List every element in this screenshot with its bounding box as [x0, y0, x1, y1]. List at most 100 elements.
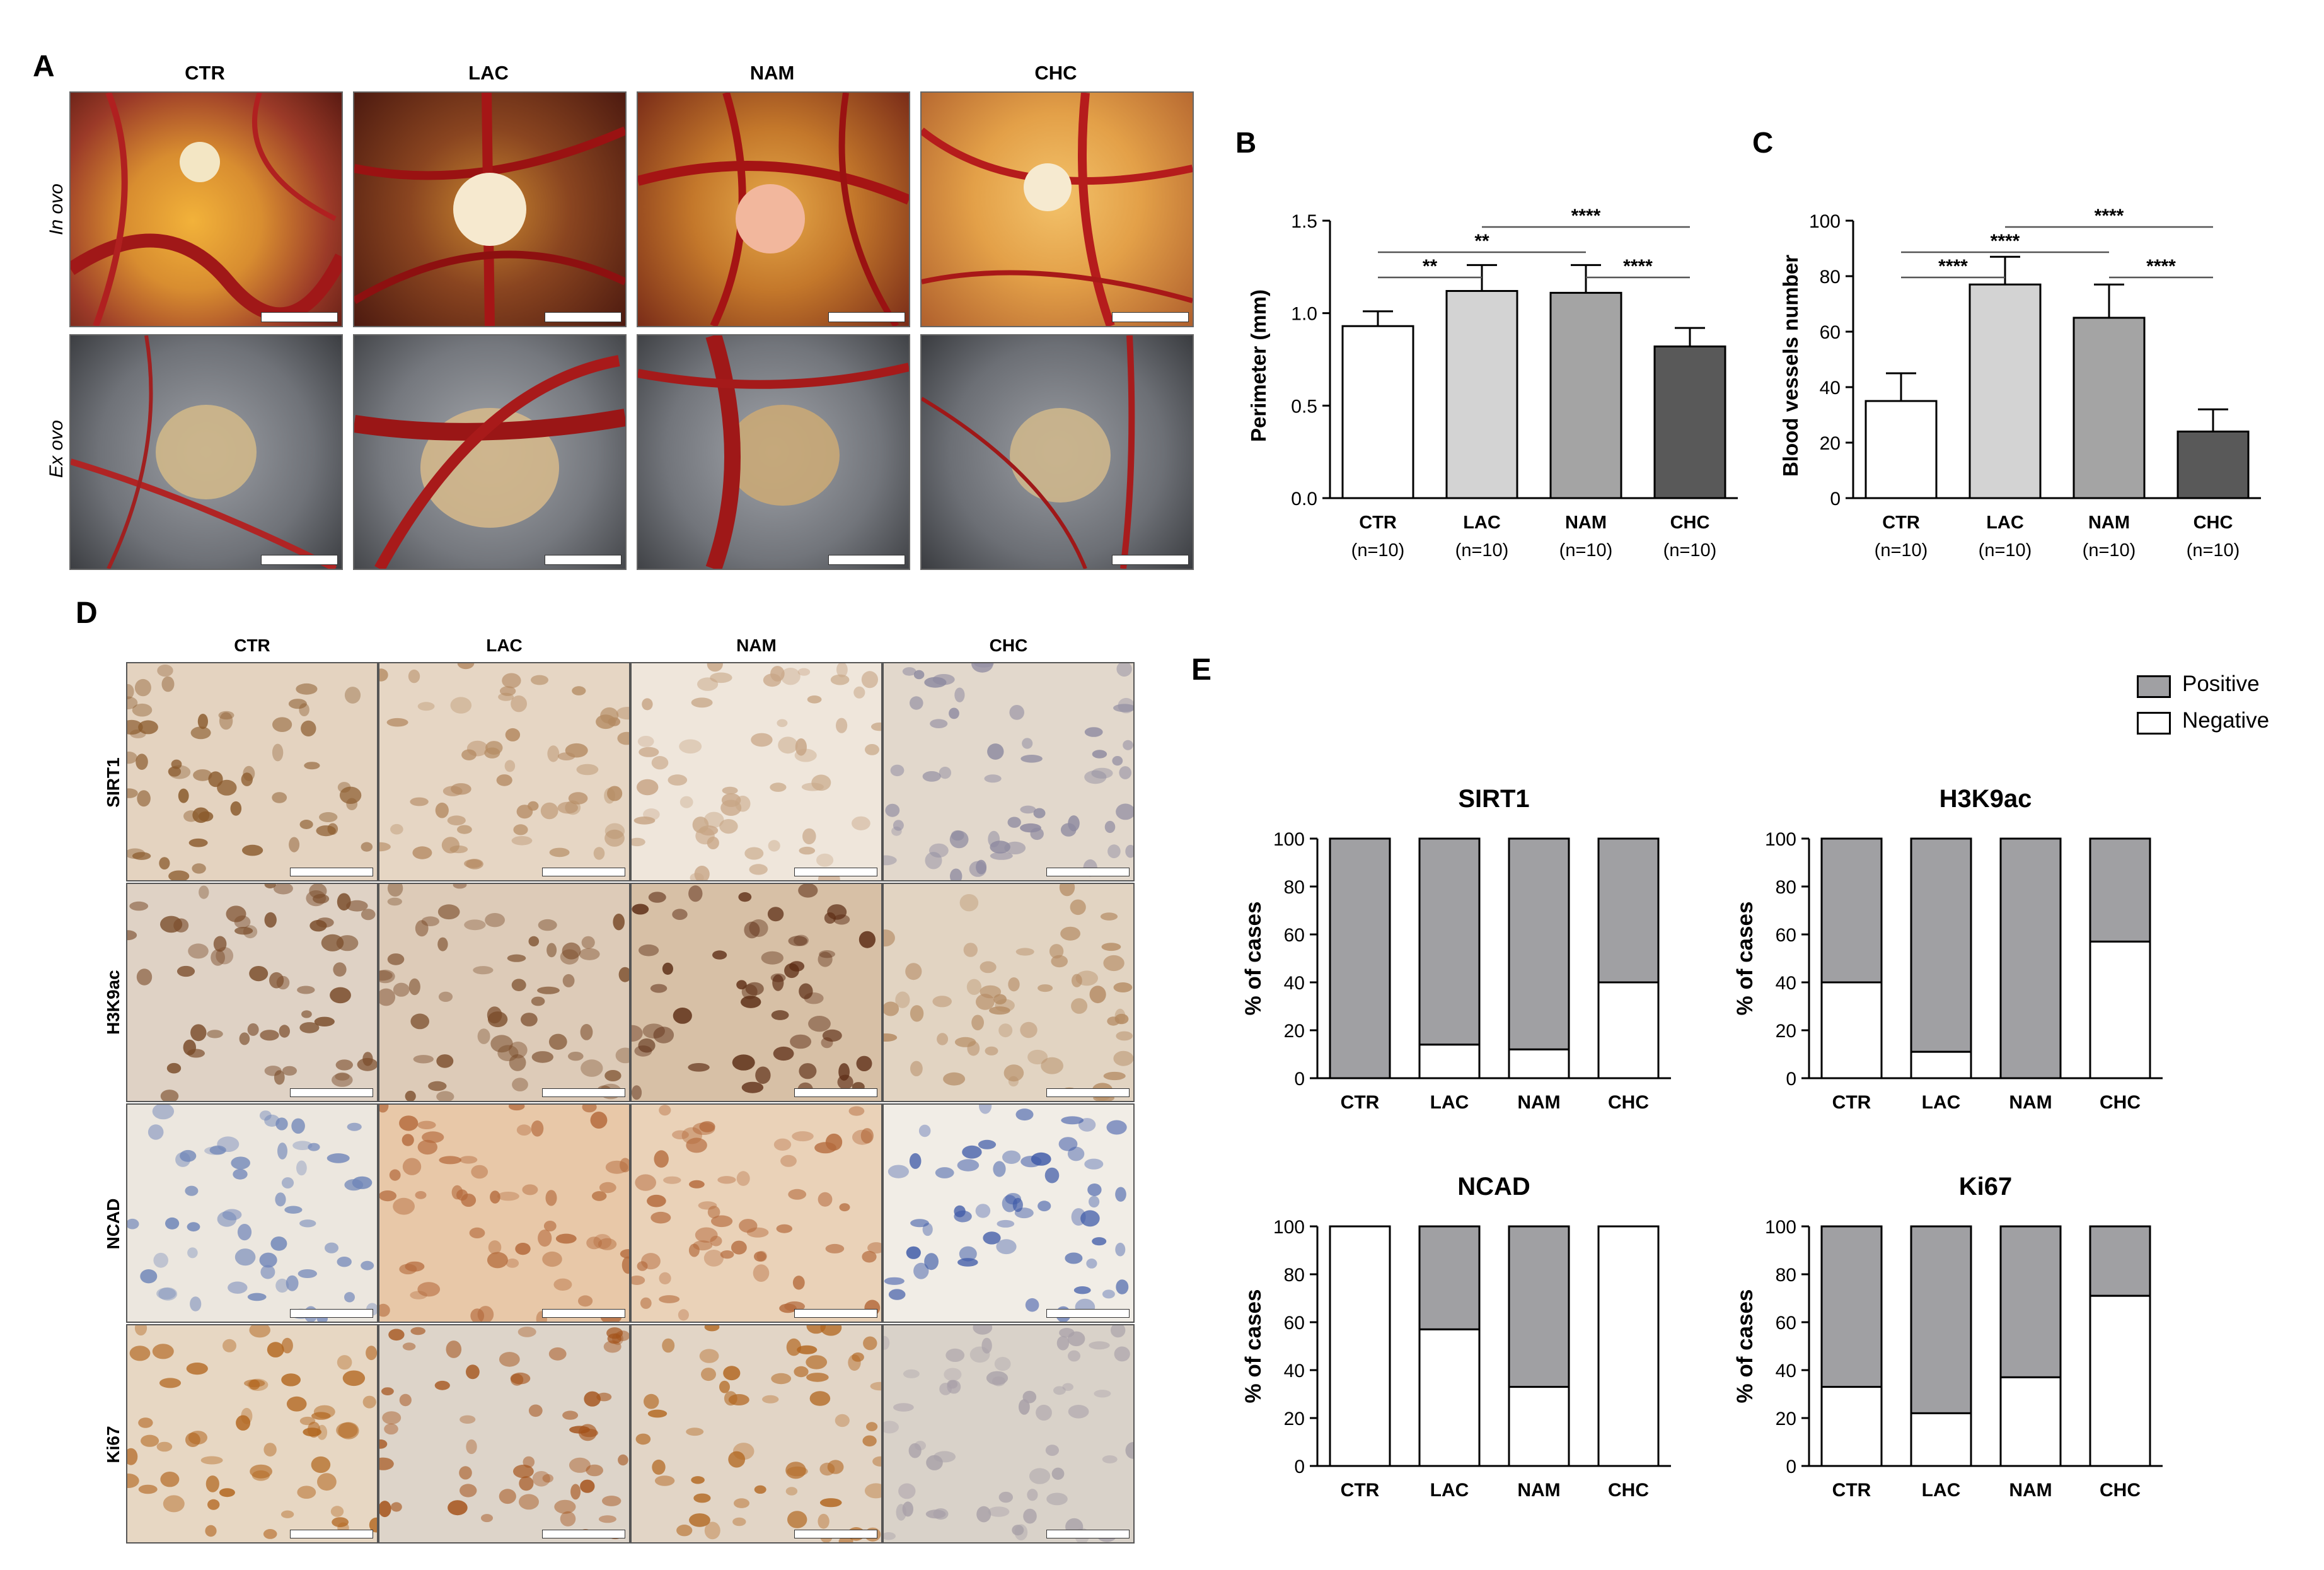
h3k9ac-negative-chc — [2089, 940, 2151, 1079]
legend-negative-label: Negative — [2182, 708, 2270, 733]
panel-c-sig-label: **** — [1991, 231, 2020, 252]
ki67-positive-lac — [1910, 1225, 1972, 1414]
ihc-sirt1-ctr-image — [126, 662, 378, 881]
ncad-positive-nam — [1508, 1225, 1570, 1388]
ncad-category-label: CHC — [1608, 1480, 1649, 1501]
sirt1-ylabel: % of cases — [1241, 902, 1266, 1016]
ncad-category-label: LAC — [1430, 1480, 1469, 1501]
panel-c-ytick-label: 60 — [1820, 322, 1841, 343]
in-ovo-lac-photo — [353, 91, 627, 327]
scale-bar — [794, 1530, 877, 1538]
scale-bar — [794, 868, 877, 876]
h3k9ac-positive-chc — [2089, 837, 2151, 943]
scale-bar — [261, 312, 338, 322]
ncad-ytick-label: 60 — [1284, 1313, 1305, 1334]
panel-c-category-label: CHC — [2194, 513, 2233, 533]
panel-b-bar-ctr — [1341, 325, 1414, 499]
panel-c-bar-lac — [1968, 283, 2042, 499]
h3k9ac-category-label: CTR — [1832, 1092, 1871, 1113]
panel-c-n-label: (n=10) — [2083, 540, 2136, 561]
scale-bar — [542, 868, 625, 876]
panel-d-row-ki67: Ki67 — [103, 1426, 123, 1463]
panel-d-col-nam: NAM — [736, 636, 777, 655]
sirt1-category-label: NAM — [1517, 1092, 1560, 1113]
scale-bar — [545, 555, 621, 565]
h3k9ac-title: H3K9ac — [1940, 785, 2032, 813]
sirt1-ytick-label: 40 — [1284, 973, 1305, 994]
h3k9ac-ylabel: % of cases — [1733, 902, 1757, 1016]
sirt1-category-label: CHC — [1608, 1092, 1649, 1113]
scale-bar — [1046, 1088, 1130, 1097]
h3k9ac-negative-lac — [1910, 1050, 1972, 1079]
sirt1-positive-nam — [1508, 837, 1570, 1050]
ncad-negative-chc — [1597, 1225, 1660, 1467]
scale-bar — [828, 555, 905, 565]
panel-c-bar-chc — [2177, 430, 2250, 499]
sirt1-ytick-label: 80 — [1284, 877, 1305, 898]
h3k9ac-category-label: NAM — [2009, 1092, 2052, 1113]
panel-a-row-in-ovo: In ovo — [46, 183, 67, 235]
h3k9ac-category-label: LAC — [1922, 1092, 1961, 1113]
scale-bar — [1046, 1309, 1130, 1318]
scale-bar — [1112, 312, 1189, 322]
panel-c-ytick-label: 20 — [1820, 433, 1841, 454]
ki67-positive-ctr — [1820, 1225, 1883, 1388]
ncad-ytick-label: 0 — [1294, 1457, 1305, 1477]
sirt1-ytick-label: 20 — [1284, 1021, 1305, 1042]
ncad-chart: NCAD % of cases 0 20 40 60 80 100 CTR LAC NAM CHC — [1241, 1173, 1671, 1501]
panel-c-ytick-label: 80 — [1820, 267, 1841, 288]
h3k9ac-ytick-label: 20 — [1776, 1021, 1796, 1042]
ncad-category-label: NAM — [1517, 1480, 1560, 1501]
scale-bar — [1112, 555, 1189, 565]
ihc-ki67-ctr-image — [126, 1324, 378, 1544]
scale-bar — [794, 1309, 877, 1318]
sirt1-ytick-label: 100 — [1273, 829, 1305, 850]
ncad-ytick-label: 100 — [1273, 1217, 1305, 1238]
panel-c-n-label: (n=10) — [2187, 540, 2240, 561]
panel-c-bar-nam — [2073, 317, 2146, 499]
panel-b-ytick-label: 1.5 — [1291, 211, 1317, 232]
scale-bar — [290, 1309, 373, 1318]
sirt1-chart: SIRT1 % of cases 0 20 40 60 80 100 CTR LAC NAM CHC — [1241, 785, 1671, 1113]
ki67-ytick-label: 0 — [1786, 1457, 1796, 1477]
panel-b-chart: B Perimeter (mm) 0.0 0.5 1.0 1.5 CTR (n=10) LA… — [1235, 126, 1738, 561]
panel-e-letter: E — [1191, 653, 1212, 687]
ncad-negative-lac — [1418, 1328, 1481, 1467]
panel-a-letter: A — [33, 50, 55, 83]
scale-bar — [290, 868, 373, 876]
ki67-ytick-label: 80 — [1776, 1265, 1796, 1286]
scale-bar — [1046, 868, 1130, 876]
panel-b-ytick-label: 0.0 — [1291, 489, 1317, 509]
panel-c-ytick-label: 40 — [1820, 378, 1841, 398]
scale-bar — [542, 1088, 625, 1097]
scale-bar — [290, 1088, 373, 1097]
scale-bar — [542, 1530, 625, 1538]
panel-b-sig-label: ** — [1423, 256, 1438, 277]
sirt1-negative-nam — [1508, 1048, 1570, 1079]
ncad-ytick-label: 40 — [1284, 1361, 1305, 1381]
panel-d-row-sirt1: SIRT1 — [103, 757, 123, 808]
h3k9ac-ytick-label: 100 — [1765, 829, 1796, 850]
panel-b-n-label: (n=10) — [1663, 540, 1717, 561]
panel-c-n-label: (n=10) — [1979, 540, 2032, 561]
panel-a-row-ex-ovo: Ex ovo — [46, 420, 67, 478]
panel-a-col-nam: NAM — [749, 62, 795, 84]
panel-a-col-chc: CHC — [1034, 62, 1077, 84]
ihc-sirt1-nam-image — [630, 662, 882, 881]
panel-d-col-chc: CHC — [989, 636, 1028, 655]
panel-c-letter: C — [1752, 126, 1773, 159]
ihc-ki67-chc-image — [882, 1324, 1135, 1544]
sirt1-category-label: LAC — [1430, 1092, 1469, 1113]
ki67-category-label: CTR — [1832, 1480, 1871, 1501]
panel-c-sig-label: **** — [1938, 256, 1968, 277]
ki67-category-label: CHC — [2100, 1480, 2141, 1501]
panel-d-row-ncad: NCAD — [103, 1198, 123, 1250]
ihc-ncad-chc-image — [882, 1103, 1135, 1323]
ncad-ytick-label: 20 — [1284, 1409, 1305, 1429]
sirt1-positive-lac — [1418, 837, 1481, 1046]
ncad-negative-ctr — [1329, 1225, 1391, 1467]
ihc-h3k9ac-ctr-image — [126, 883, 378, 1102]
panel-c-n-label: (n=10) — [1875, 540, 1928, 561]
panel-c-ylabel: Blood vessels number — [1779, 255, 1802, 477]
ki67-positive-nam — [1999, 1225, 2062, 1378]
